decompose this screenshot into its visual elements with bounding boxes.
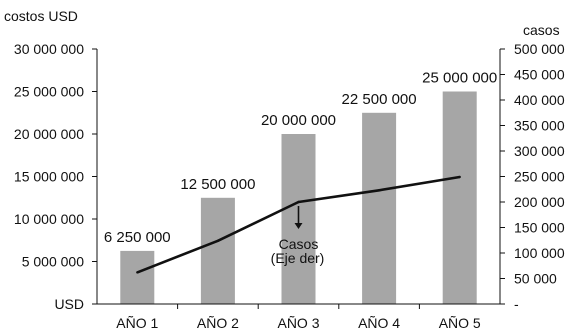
- right-axis-tick-label-1: 50 000: [514, 271, 557, 287]
- right-axis-title: casos: [523, 22, 560, 38]
- bar-4: [362, 112, 397, 305]
- right-axis-tick-label-2: 100 000: [514, 245, 565, 261]
- bar-data-label-5: 25 000 000: [422, 70, 497, 87]
- bar-data-label-1: 6 250 000: [104, 229, 171, 246]
- x-axis-label-3: AÑO 3: [277, 315, 319, 331]
- left-axis-tick-label-4: 20 000 000: [14, 126, 84, 142]
- x-axis-label-4: AÑO 4: [358, 315, 400, 331]
- left-axis-tick-label-1: 5 000 000: [22, 254, 84, 270]
- left-axis-tick-label-2: 10 000 000: [14, 211, 84, 227]
- line-point-2: [216, 239, 220, 242]
- right-axis-tick-label-7: 350 000: [514, 118, 565, 134]
- left-axis-tick-label-6: 30 000 000: [14, 41, 84, 57]
- x-axis-label-2: AÑO 2: [197, 315, 239, 331]
- right-axis-tick-label-10: 500 000: [514, 41, 565, 57]
- x-axis-label-1: AÑO 1: [116, 315, 158, 331]
- left-axis-unit: USD: [54, 296, 84, 312]
- right-axis-tick-label-9: 450 000: [514, 67, 565, 83]
- right-axis-tick-label-3: 150 000: [514, 220, 565, 236]
- bar-data-label-2: 12 500 000: [180, 176, 255, 193]
- left-axis-tick-label-3: 15 000 000: [14, 169, 84, 185]
- annotation-label-line-2: (Eje der): [271, 250, 325, 266]
- bar-2: [200, 197, 235, 305]
- right-axis-tick-label-8: 400 000: [514, 92, 565, 108]
- line-point-1: [136, 271, 139, 274]
- left-axis-tick-label-5: 25 000 000: [14, 84, 84, 100]
- bar-data-label-3: 20 000 000: [261, 112, 336, 129]
- annotation-label-line-1: Casos: [279, 236, 319, 252]
- right-axis-tick-label-0: -: [514, 296, 519, 312]
- annotation-arrow-head: [294, 223, 303, 229]
- x-axis-label-5: AÑO 5: [439, 315, 481, 331]
- line-point-3: [297, 200, 300, 204]
- line-point-5: [458, 175, 461, 179]
- bar-5: [442, 91, 477, 304]
- right-axis-tick-label-4: 200 000: [514, 194, 565, 210]
- right-axis-tick-label-5: 250 000: [514, 169, 565, 185]
- left-axis-title: costos USD: [4, 8, 78, 24]
- bar-data-label-4: 22 500 000: [342, 91, 417, 108]
- line-point-4: [377, 189, 381, 192]
- right-axis-tick-label-6: 300 000: [514, 143, 565, 159]
- bar-1: [120, 250, 155, 304]
